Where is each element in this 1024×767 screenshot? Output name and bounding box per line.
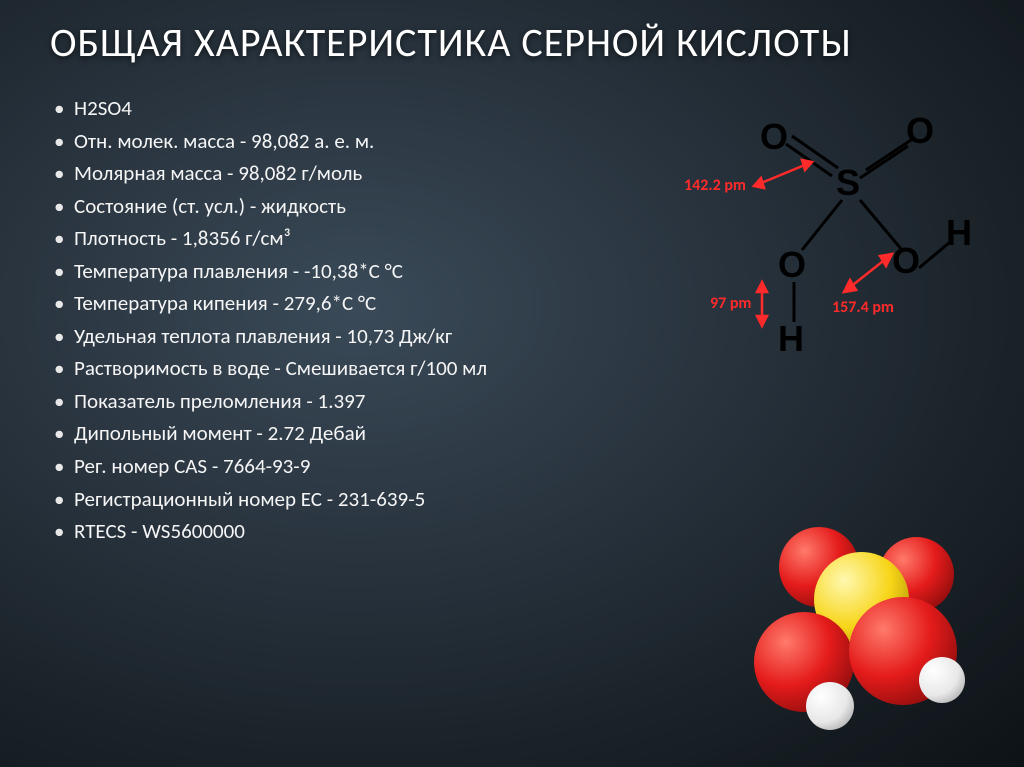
atom-label-h1: H — [778, 318, 804, 360]
atom-sphere — [919, 657, 965, 703]
list-item: Регистрационный номер EC - 231-639-5 — [50, 483, 974, 516]
list-item: Рег. номер CAS - 7664-93-9 — [50, 450, 974, 483]
molecule-3d — [744, 527, 974, 727]
atom-label-s: S — [836, 162, 860, 204]
bond-length-3: 157.4 pm — [832, 298, 894, 317]
atom-label-o1: O — [760, 116, 788, 158]
atom-label-h2: H — [946, 212, 972, 254]
list-item: Показатель преломления - 1.397 — [50, 385, 974, 418]
bond-length-2: 97 pm — [710, 294, 751, 313]
structural-diagram: O O S O O H H 142.2 pm 97 pm 157.4 pm — [644, 110, 984, 370]
atom-label-o3: O — [778, 244, 806, 286]
atom-label-o2: O — [906, 110, 934, 152]
bond-length-1: 142.2 pm — [684, 176, 746, 195]
slide-title: ОБЩАЯ ХАРАКТЕРИСТИКА СЕРНОЙ КИСЛОТЫ — [50, 20, 974, 66]
atom-label-o4: O — [892, 240, 920, 282]
atom-sphere — [806, 682, 854, 730]
list-item: Дипольный момент - 2.72 Дебай — [50, 417, 974, 450]
